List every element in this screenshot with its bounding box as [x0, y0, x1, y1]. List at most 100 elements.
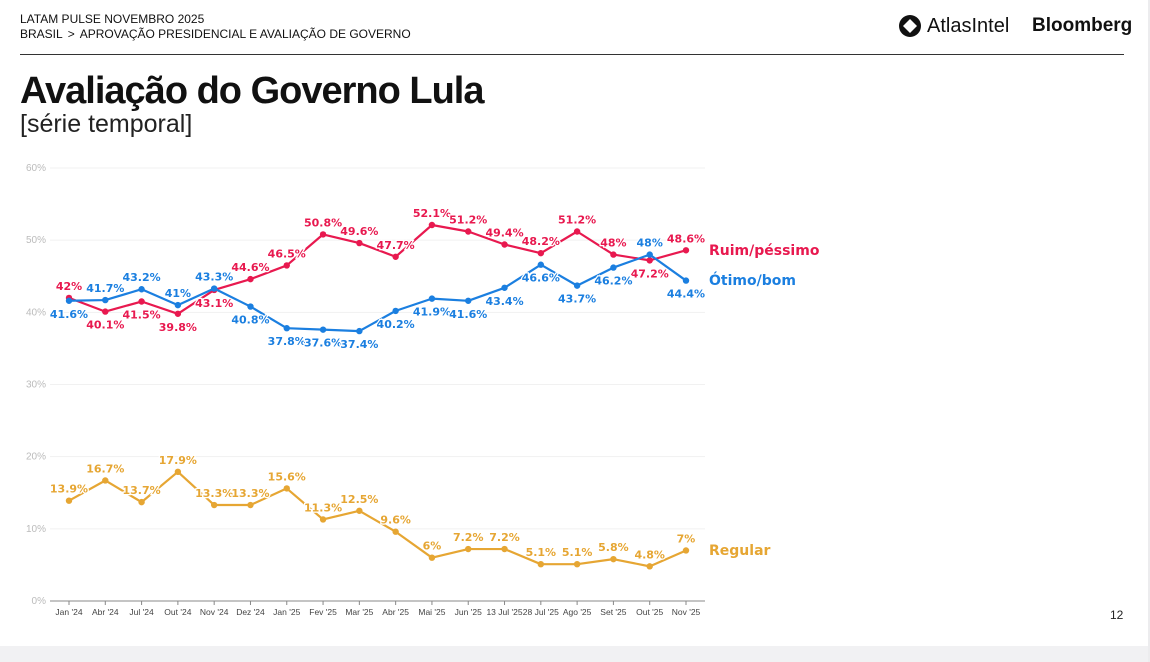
data-point — [102, 308, 109, 315]
data-point — [319, 326, 327, 333]
x-tick-label: Mai '25 — [418, 607, 445, 617]
footer-bar — [0, 646, 1150, 662]
series-line — [68, 223, 687, 315]
x-tick-label: Jan '24 — [55, 607, 82, 617]
data-point — [646, 257, 653, 264]
data-point — [174, 310, 182, 317]
data-label: 39.8% — [159, 321, 197, 334]
data-point — [573, 560, 581, 568]
x-tick-label: Nov '25 — [672, 607, 701, 617]
data-label: 41.5% — [123, 309, 161, 322]
data-label: 48.2% — [522, 235, 560, 248]
data-point — [428, 295, 436, 302]
data-point — [138, 298, 145, 305]
data-point — [573, 228, 581, 235]
report-header: LATAM PULSE NOVEMBRO 2025 BRASIL > APROVAÇ… — [20, 12, 411, 42]
data-point — [682, 247, 690, 254]
data-point — [102, 477, 109, 484]
data-point — [356, 239, 363, 247]
x-tick-label: Out '24 — [164, 607, 191, 617]
x-tick-label: Mar '25 — [345, 607, 373, 617]
data-label: 7.2% — [489, 531, 520, 544]
data-label: 17.9% — [159, 454, 197, 467]
data-label: 51.2% — [449, 214, 487, 227]
breadcrumb-country: BRASIL — [20, 27, 63, 41]
data-point — [283, 262, 290, 269]
x-tick-label: Fev '25 — [309, 607, 337, 617]
data-point — [319, 516, 327, 523]
data-label: 7.2% — [453, 531, 484, 544]
x-tick-label: Jul '24 — [129, 607, 154, 617]
data-point — [646, 563, 653, 570]
x-tick-label: Abr '25 — [382, 607, 409, 617]
y-tick-label: 10% — [26, 524, 46, 535]
data-label: 13.3% — [195, 487, 233, 500]
data-label: 40.1% — [86, 319, 124, 332]
data-label: 48% — [637, 237, 663, 250]
x-tick-label: Abr '24 — [92, 607, 119, 617]
data-label: 47.7% — [377, 239, 415, 252]
data-label: 46.2% — [594, 275, 632, 288]
data-point — [356, 507, 363, 514]
data-point — [610, 555, 617, 563]
atlasintel-logo: AtlasIntel — [898, 14, 1009, 38]
y-tick-label: 30% — [26, 380, 46, 391]
series-line — [68, 253, 687, 333]
data-label: 48% — [600, 237, 626, 250]
report-name: LATAM PULSE NOVEMBRO 2025 — [20, 12, 205, 26]
data-label: 50.8% — [304, 216, 342, 229]
data-point — [65, 297, 73, 304]
bloomberg-logo: Bloomberg — [1032, 15, 1133, 36]
breadcrumb-section: APROVAÇÃO PRESIDENCIAL E AVALIAÇÃO DE GO… — [79, 27, 411, 41]
data-label: 44.4% — [667, 288, 705, 301]
data-label: 7% — [677, 532, 696, 545]
atlasintel-logo-text: AtlasIntel — [927, 14, 1010, 37]
data-label: 44.6% — [231, 261, 269, 274]
data-point — [283, 325, 290, 332]
x-tick-label: 13 Jul '25 — [486, 607, 522, 617]
data-label: 41.9% — [413, 306, 451, 319]
data-point — [501, 241, 508, 248]
page-title: Avaliação do Governo Lula — [20, 70, 484, 112]
data-label: 51.2% — [558, 214, 596, 227]
atlasintel-diamond-icon — [899, 15, 921, 37]
page-subtitle: [série temporal] — [20, 110, 193, 138]
data-label: 43.2% — [123, 271, 161, 284]
data-point — [428, 221, 436, 229]
data-label: 9.6% — [380, 514, 411, 527]
data-label: 43.4% — [485, 295, 523, 308]
y-tick-label: 0% — [32, 596, 47, 607]
x-tick-label: 28 Jul '25 — [523, 607, 559, 617]
data-label: 49.4% — [485, 226, 523, 239]
data-point — [465, 297, 472, 304]
data-label: 15.6% — [268, 470, 306, 483]
x-tick-label: Dez '24 — [236, 607, 265, 617]
header-divider — [20, 54, 1124, 55]
x-tick-label: Ago '25 — [563, 607, 592, 617]
data-point — [319, 231, 327, 238]
data-point — [283, 485, 290, 492]
x-tick-label: Nov '24 — [200, 607, 229, 617]
data-label: 41.7% — [86, 282, 124, 295]
data-label: 41.6% — [449, 308, 487, 321]
data-point — [682, 277, 690, 284]
data-label: 40.8% — [231, 314, 269, 327]
y-tick-label: 60% — [26, 163, 46, 174]
data-label: 48.6% — [667, 232, 705, 245]
data-point — [501, 284, 508, 291]
data-label: 47.2% — [631, 267, 669, 280]
x-tick-label: Jan '25 — [273, 607, 300, 617]
data-label: 37.8% — [268, 335, 306, 348]
series-legend-label: Regular — [709, 543, 771, 559]
data-label: 16.7% — [86, 462, 124, 475]
series-legend-label: Ótimo/bom — [709, 271, 796, 289]
x-tick-label: Jun '25 — [455, 607, 482, 617]
breadcrumb: BRASIL > APROVAÇÃO PRESIDENCIAL E AVALIAÇÃ… — [20, 27, 411, 42]
data-point — [537, 560, 545, 568]
data-point — [646, 251, 653, 258]
data-label: 37.6% — [304, 337, 342, 350]
data-label: 13.7% — [123, 484, 161, 497]
data-point — [392, 307, 399, 315]
data-label: 41.6% — [50, 308, 88, 321]
data-point — [210, 285, 218, 292]
